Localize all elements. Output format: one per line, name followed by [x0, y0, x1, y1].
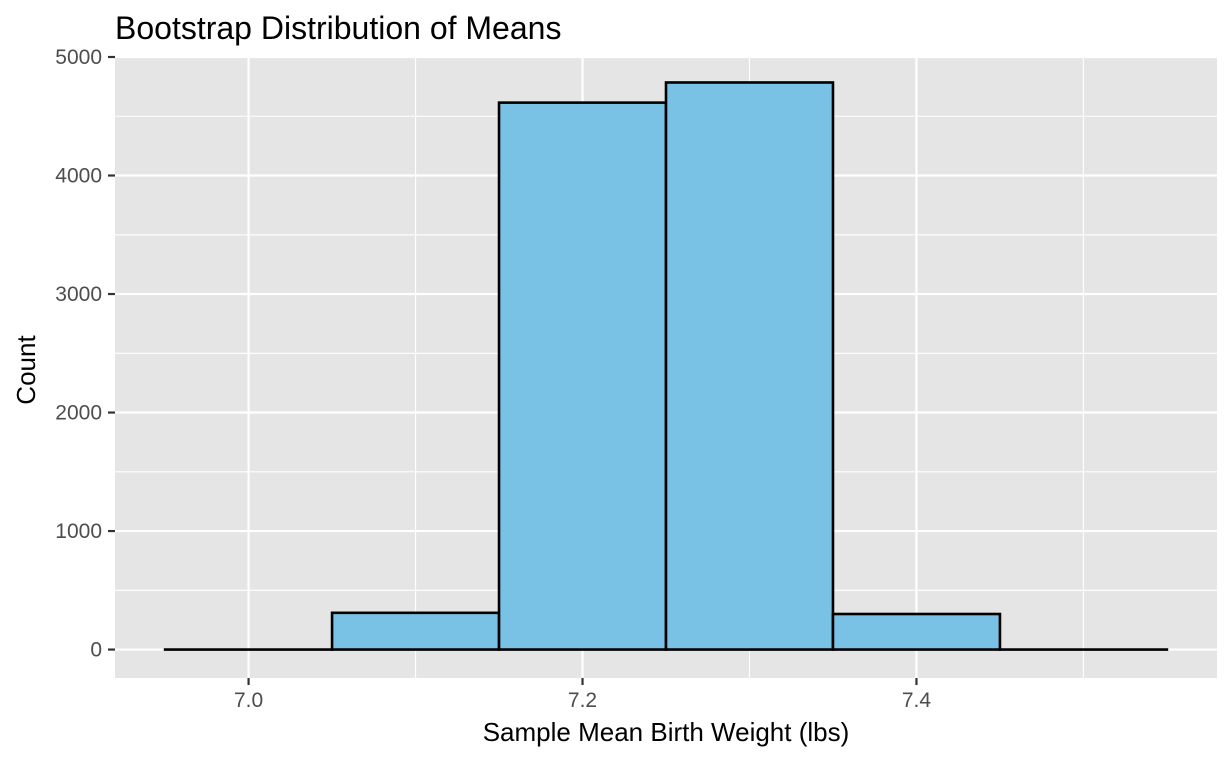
x-tick-label: 7.4: [902, 689, 932, 712]
chart-title: Bootstrap Distribution of Means: [115, 10, 561, 46]
x-tick-label: 7.0: [234, 689, 263, 712]
histogram-bar: [831, 612, 1002, 651]
histogram-bar: [497, 101, 668, 651]
x-axis: 7.0 7.2 7.4: [234, 678, 931, 712]
x-tick-label: 7.2: [568, 689, 597, 712]
y-tick-label: 2000: [55, 402, 102, 425]
y-axis: 0 1000 2000 3000 4000 5000: [55, 46, 115, 662]
y-tick-label: 3000: [55, 283, 102, 306]
x-axis-label: Sample Mean Birth Weight (lbs): [483, 717, 850, 747]
y-tick-label: 1000: [55, 520, 102, 543]
y-tick-label: 4000: [55, 165, 102, 188]
histogram-bars: [163, 81, 1169, 651]
y-tick-label: 0: [90, 639, 102, 662]
y-axis-label: Count: [11, 335, 41, 405]
y-tick-label: 5000: [55, 46, 102, 69]
histogram-bar: [330, 611, 501, 651]
histogram-bar: [664, 81, 835, 651]
